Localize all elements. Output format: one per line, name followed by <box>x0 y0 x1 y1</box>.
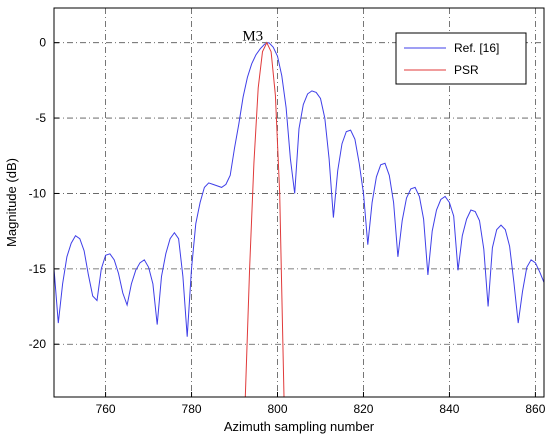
x-tick-label: 840 <box>439 402 459 416</box>
plot-frame <box>53 7 545 398</box>
legend-label-psr: PSR <box>454 63 479 77</box>
x-tick-label: 800 <box>267 402 287 416</box>
y-tick-label: 0 <box>39 36 46 50</box>
series-ref16-line <box>54 42 544 337</box>
series-psr-line <box>244 41 285 397</box>
legend-box <box>395 32 527 85</box>
x-axis-label: Azimuth sampling number <box>224 419 375 434</box>
y-tick-label: -5 <box>35 111 46 125</box>
x-tick-label: 760 <box>96 402 116 416</box>
x-tick-label: 780 <box>182 402 202 416</box>
tick-labels: 760 780 800 820 840 860 0 -5 -10 -15 -20 <box>29 36 546 416</box>
peak-annotation: M3 <box>242 29 263 45</box>
y-axis-label: Magnitude (dB) <box>4 158 19 247</box>
x-tick-label: 860 <box>525 402 545 416</box>
y-tick-label: -10 <box>29 186 47 200</box>
y-tick-label: -20 <box>29 337 47 351</box>
legend-label-ref16: Ref. [16] <box>454 41 499 55</box>
y-tick-label: -15 <box>29 262 47 276</box>
x-tick-label: 820 <box>353 402 373 416</box>
series-layer <box>54 41 544 397</box>
legend: Ref. [16] PSR <box>395 32 527 85</box>
